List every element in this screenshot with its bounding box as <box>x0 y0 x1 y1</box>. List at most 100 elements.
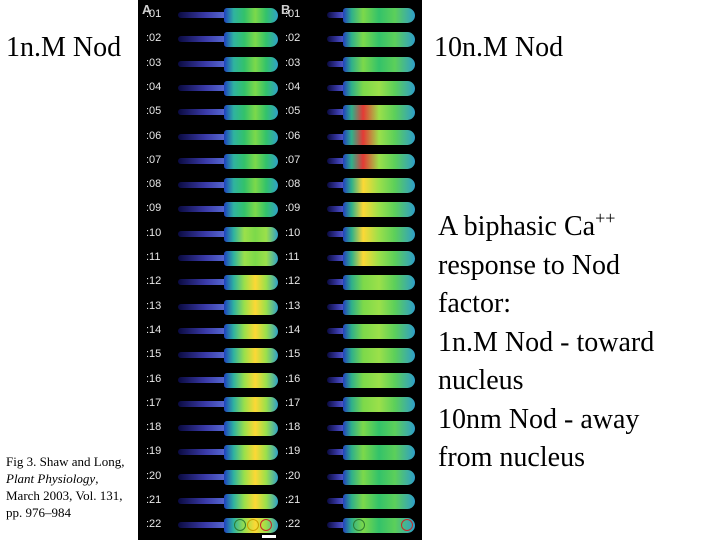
panel-b-cell-frame <box>343 32 415 48</box>
panel-a-time-label: :21 <box>146 494 162 506</box>
panel-a-letter: A <box>142 2 152 17</box>
panel-a-cell-frame <box>224 202 278 218</box>
panel-b-time-label: :22 <box>285 518 301 531</box>
panel-a-time-label: :08 <box>146 178 162 191</box>
description-line-1-main: A biphasic Ca <box>438 211 596 242</box>
panel-a-root-hair-tail <box>178 182 228 189</box>
panel-a-cell-frame <box>224 323 278 339</box>
panel-a-cell-frame <box>224 80 278 96</box>
panel-b-root-hair-tail <box>327 473 347 480</box>
panel-a-root-hair-tail <box>178 133 228 140</box>
panel-a-root-hair-tail <box>178 352 228 359</box>
panel-b-cell-frame <box>343 178 415 194</box>
panel-a-root-hair-tail <box>178 157 228 164</box>
panel-b-root-hair-tail <box>327 60 347 67</box>
panel-a-cell-frame <box>224 421 278 437</box>
panel-b-cell-frame <box>343 105 415 121</box>
panel-a-root-hair-tail <box>178 255 228 261</box>
calcium-superscript: ++ <box>595 208 616 228</box>
panel-a-time-label: :03 <box>146 56 162 69</box>
panel-a-root-hair-tail <box>178 12 228 18</box>
panel-b-time-label: :06 <box>285 129 301 142</box>
panel-a-root-hair-tail <box>178 473 228 480</box>
panel-b-time-label: :20 <box>285 469 301 482</box>
panel-b-root-hair-tail <box>327 255 347 261</box>
figure-caption: Fig 3. Shaw and Long, Plant Physiology, … <box>6 453 128 521</box>
panel-b-root-hair-tail <box>327 498 347 504</box>
panel-a-root-hair-tail <box>178 425 228 432</box>
panel-a-cell-frame <box>224 226 278 242</box>
panel-b-cell-frame <box>343 275 415 291</box>
panel-b-root-hair-tail <box>327 133 347 140</box>
panel-b-time-label: :09 <box>285 202 301 215</box>
panel-a-root-hair-tail <box>178 327 228 334</box>
label-1nm-nod: 1n.M Nod <box>6 32 122 63</box>
panel-a-root-hair-tail <box>178 303 228 310</box>
panel-b-time-label: :19 <box>285 445 301 458</box>
panel-a-time-label: :20 <box>146 469 162 482</box>
panel-a-time-label: :05 <box>146 105 162 118</box>
description-line-5: nucleus <box>438 365 524 396</box>
panel-b-cell-frame <box>343 421 415 437</box>
panel-b-time-label: :17 <box>285 396 301 409</box>
panel-b-cell-frame <box>343 153 415 169</box>
scale-bar <box>262 535 276 538</box>
panel-b-cell-frame <box>343 299 415 315</box>
panel-a-time-label: :18 <box>146 421 162 434</box>
panel-a-root-hair-tail <box>178 60 228 67</box>
label-10nm-nod: 10n.M Nod <box>434 32 564 63</box>
panel-a-time-label: :19 <box>146 445 162 458</box>
panel-b-time-label: :13 <box>285 299 301 312</box>
panel-a-roi-circle <box>260 519 272 532</box>
panel-a-cell-frame <box>224 275 278 291</box>
panel-a-cell-frame <box>224 445 278 461</box>
panel-b-cell-frame <box>343 396 415 412</box>
panel-b-time-label: :03 <box>285 56 301 69</box>
panel-a-cell-frame <box>224 494 278 509</box>
panel-b-time-label: :16 <box>285 372 301 385</box>
panel-b-time-label: :08 <box>285 178 301 191</box>
panel-a-time-label: :15 <box>146 348 162 361</box>
description-line-6: 10nm Nod - away <box>438 403 640 435</box>
panel-a-roi-circle <box>247 519 259 532</box>
panel-b-time-label: :01 <box>285 8 301 20</box>
panel-a-root-hair-tail <box>178 498 228 504</box>
panel-b-time-label: :12 <box>285 275 301 288</box>
panel-b-cell-frame <box>343 80 415 96</box>
panel-a-time-label: :14 <box>146 323 162 336</box>
panel-b-cell-frame <box>343 8 415 23</box>
panel-b-roi-circle <box>353 519 365 532</box>
panel-a-cell-frame <box>224 299 278 315</box>
panel-a-time-label: :12 <box>146 275 162 288</box>
panel-a-root-hair-tail <box>178 109 228 116</box>
panel-a-cell-frame <box>224 372 278 388</box>
description-line-7: from nucleus <box>438 442 585 473</box>
panel-a-root-hair-tail <box>178 206 228 213</box>
panel-b-cell-frame <box>343 494 415 509</box>
panel-b-cell-frame <box>343 372 415 388</box>
panel-a-cell-frame <box>224 56 278 72</box>
panel-a-cell-frame <box>224 153 278 169</box>
panel-a-root-hair-tail <box>178 36 228 43</box>
description-line-4: 1n.M Nod - toward <box>438 326 655 358</box>
panel-a-cell-frame <box>224 396 278 412</box>
panel-b-cell-frame <box>343 445 415 461</box>
panel-a-root-hair-tail <box>178 522 228 529</box>
panel-b-root-hair-tail <box>327 206 347 213</box>
panel-a-cell-frame <box>224 8 278 23</box>
caption-prefix: Fig 3. Shaw and Long, <box>6 454 125 469</box>
panel-b-time-label: :07 <box>285 153 301 166</box>
panel-a-time-label: :09 <box>146 202 162 215</box>
panel-a-roi-circle <box>234 519 246 532</box>
panel-a-root-hair-tail <box>178 279 228 286</box>
panel-b-cell-frame <box>343 129 415 145</box>
panel-b-time-label: :04 <box>285 80 301 93</box>
panel-a-cell-frame <box>224 105 278 121</box>
panel-a-time-label: :01 <box>146 8 162 20</box>
panel-b-time-label: :15 <box>285 348 301 361</box>
panel-b-time-label: :05 <box>285 105 301 118</box>
panel-b-letter: B <box>281 2 291 17</box>
panel-a-cell-frame <box>224 251 278 266</box>
panel-b-cell-frame <box>343 348 415 364</box>
caption-journal: Plant Physiology <box>6 471 96 486</box>
